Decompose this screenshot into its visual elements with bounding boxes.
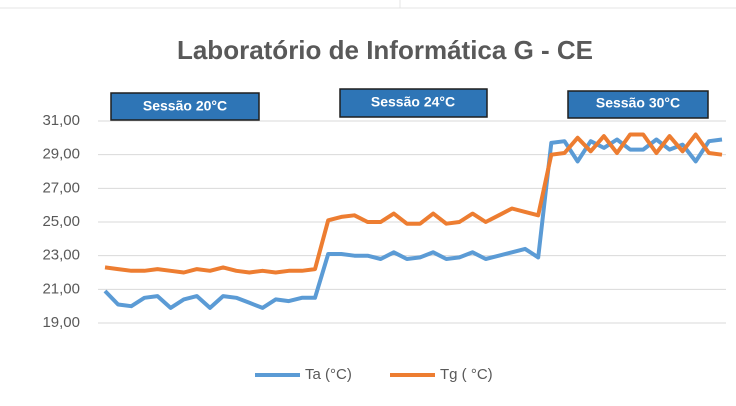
- y-tick-label: 29,00: [42, 146, 80, 163]
- y-tick-label: 25,00: [42, 213, 80, 230]
- annotation-box: [110, 92, 260, 121]
- y-tick-label: 23,00: [42, 247, 80, 264]
- plot-area: 19,00 21,00 23,00 25,00 27,00 29,00 31,00: [42, 112, 726, 331]
- annotation-box: [339, 88, 488, 118]
- y-tick-label: 31,00: [42, 112, 80, 129]
- annotation: Sessão 30°C: [596, 95, 680, 111]
- chart-title: Laboratório de Informática G - CE: [177, 35, 593, 65]
- series-line: [104, 132, 723, 275]
- y-tick-label: 27,00: [42, 179, 80, 196]
- y-tick-label: 21,00: [42, 280, 80, 297]
- legend-label: Tg ( °C): [440, 366, 493, 383]
- series-line: [103, 137, 723, 310]
- y-tick-label: 19,00: [42, 314, 80, 331]
- legend-label: Ta (°C): [305, 366, 352, 383]
- annotation-box: [567, 90, 709, 119]
- annotation: Sessão 20°C: [143, 98, 227, 114]
- annotation: Sessão 24°C: [371, 94, 455, 110]
